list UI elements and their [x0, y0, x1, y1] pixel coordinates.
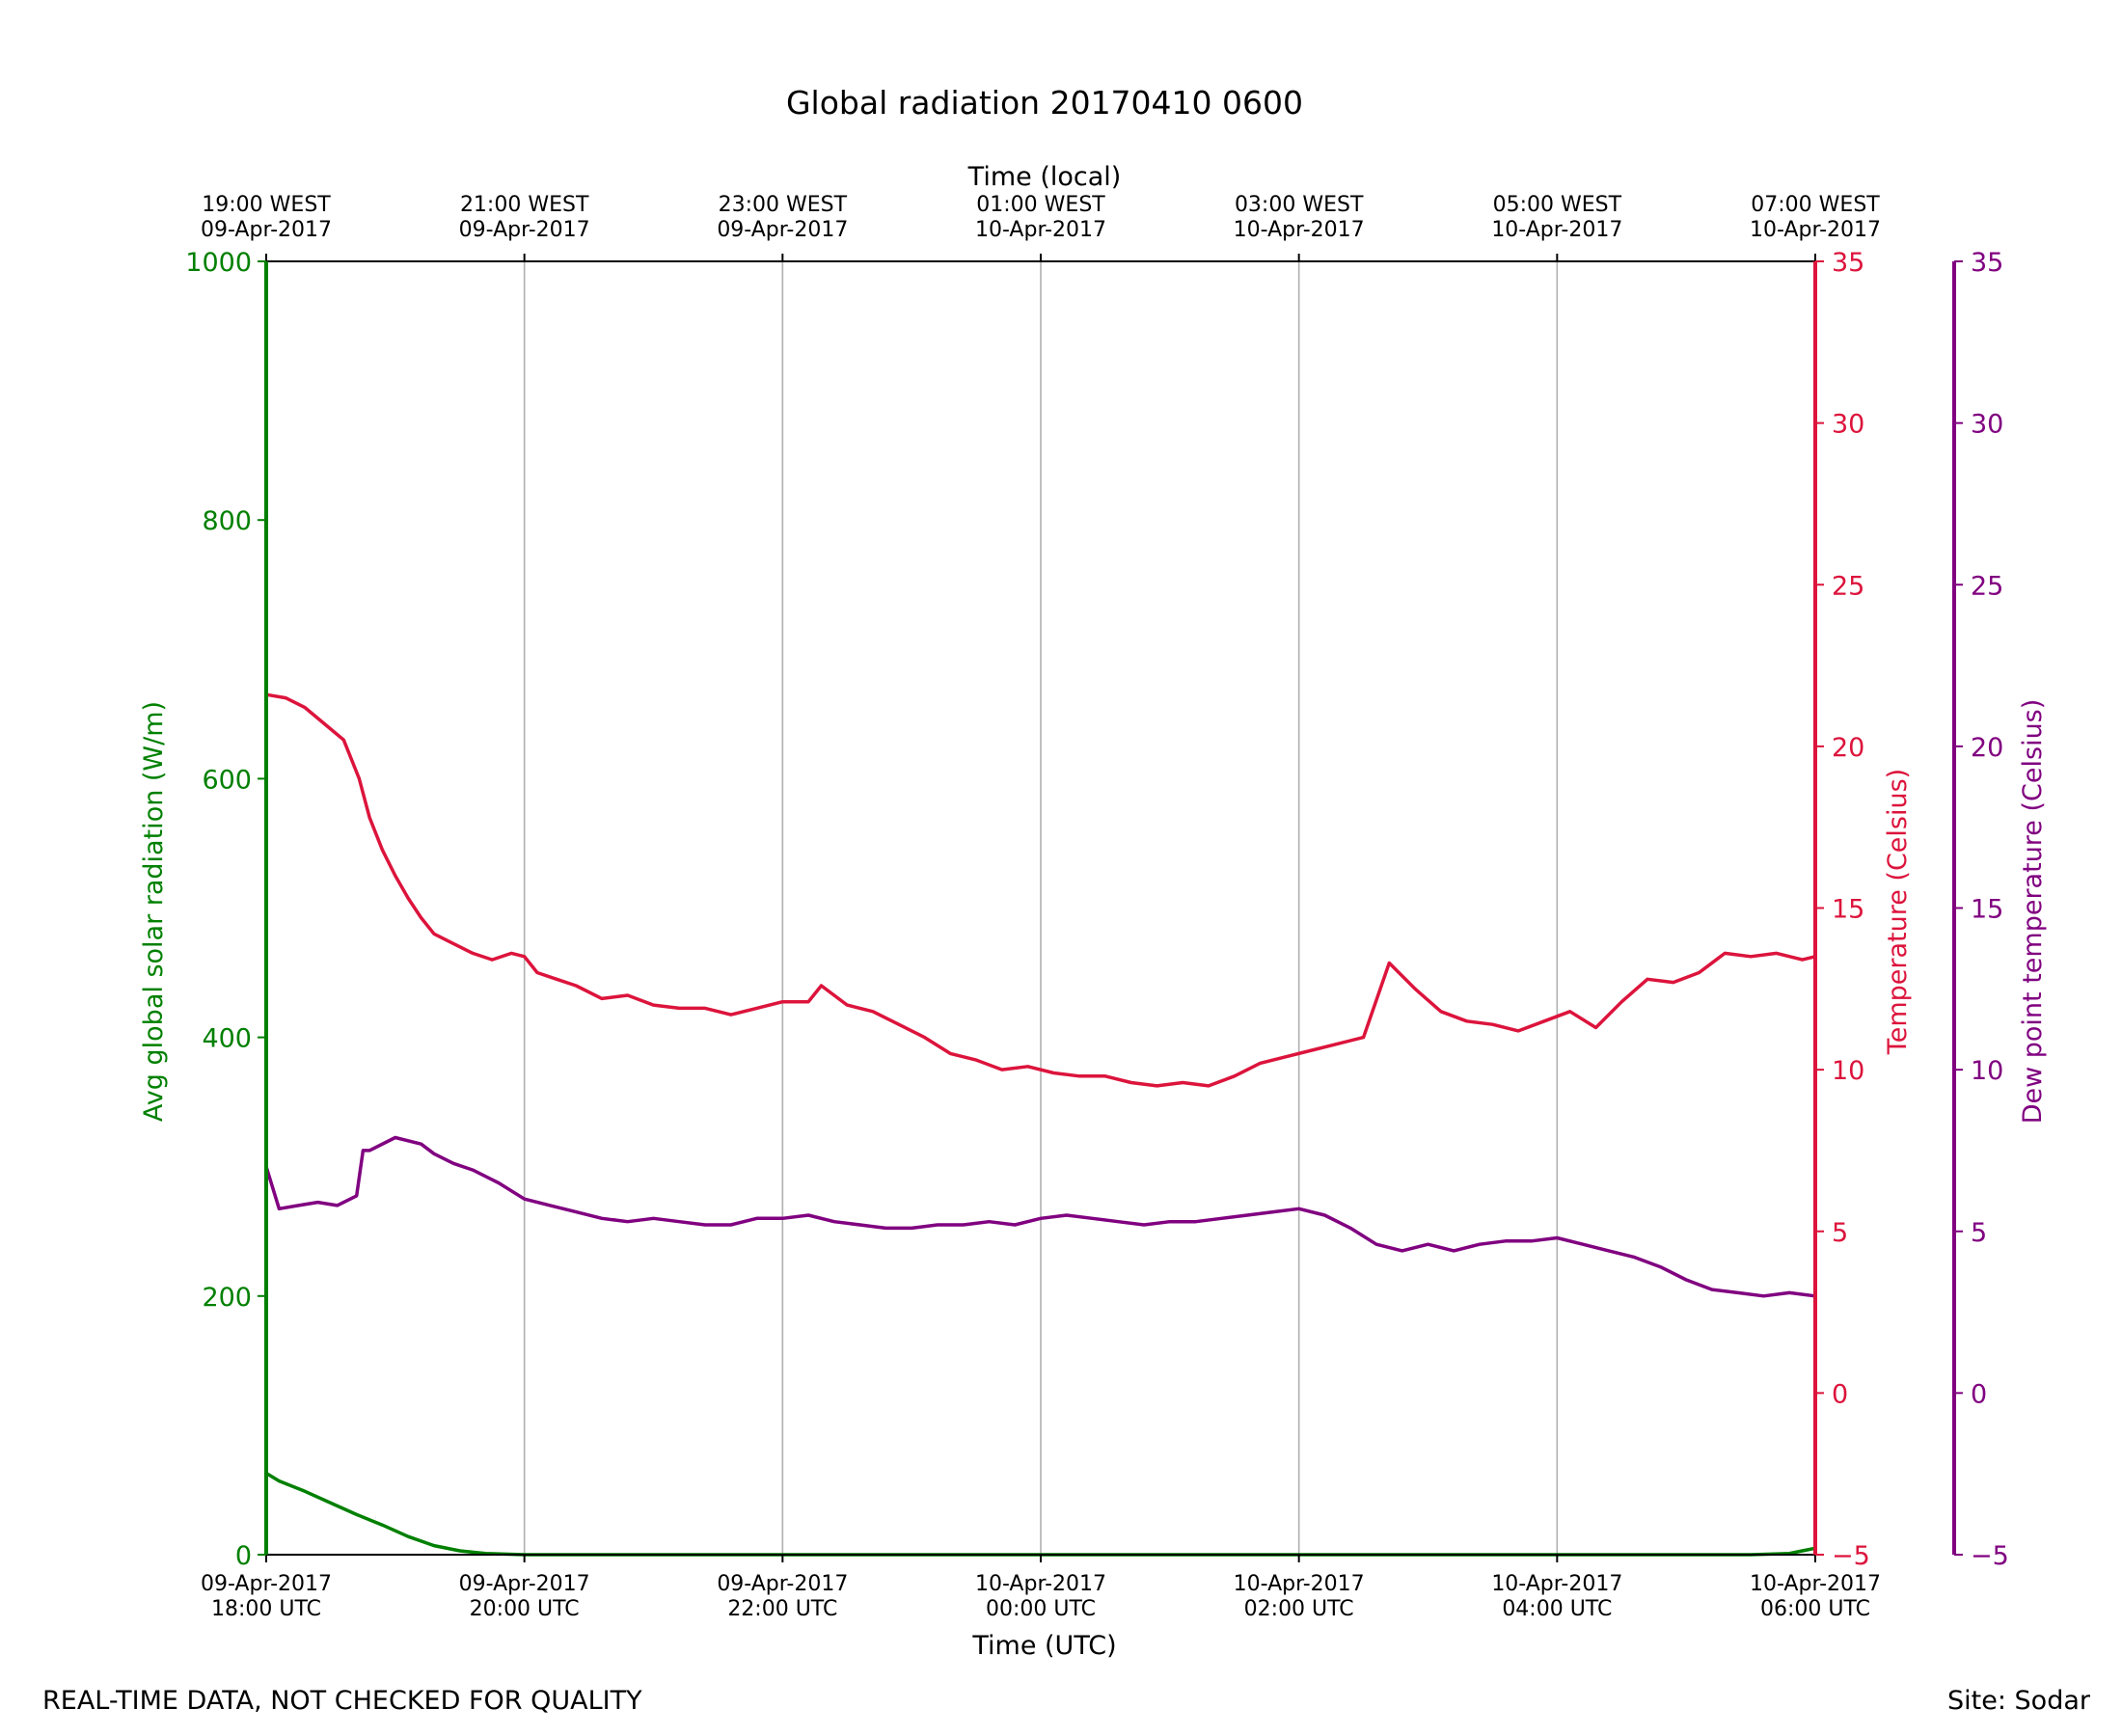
y-tick-label-temperature: −5 [1832, 1541, 1870, 1571]
y-tick-label-left: 200 [202, 1283, 252, 1313]
x-tick-label-top: 01:00 WEST [976, 193, 1105, 217]
chart-title: Global radiation 20170410 0600 [786, 84, 1303, 122]
x-tick-label-bottom: 00:00 UTC [986, 1597, 1096, 1621]
y-tick-label-temperature: 0 [1832, 1379, 1848, 1409]
x-tick-label-top: 10-Apr-2017 [1491, 218, 1622, 242]
y-tick-label-dewpoint: 5 [1971, 1218, 1987, 1248]
y-tick-label-dewpoint: 0 [1971, 1379, 1987, 1409]
x-tick-label-top: 23:00 WEST [719, 193, 848, 217]
right-axis-label-temperature: Temperature (Celsius) [1883, 769, 1913, 1055]
x-tick-label-bottom: 18:00 UTC [211, 1597, 321, 1621]
y-tick-label-temperature: 5 [1832, 1218, 1848, 1248]
y-tick-label-dewpoint: 25 [1971, 571, 2003, 601]
y-tick-label-dewpoint: 30 [1971, 410, 2003, 440]
y-tick-label-temperature: 25 [1832, 571, 1864, 601]
x-tick-label-top: 07:00 WEST [1751, 193, 1880, 217]
x-tick-label-bottom: 10-Apr-2017 [1234, 1572, 1365, 1596]
y-tick-label-temperature: 35 [1832, 248, 1864, 278]
x-tick-label-bottom: 04:00 UTC [1502, 1597, 1612, 1621]
y-tick-label-temperature: 10 [1832, 1056, 1864, 1086]
x-tick-label-top: 09-Apr-2017 [717, 218, 848, 242]
x-tick-label-bottom: 22:00 UTC [727, 1597, 837, 1621]
quality-note: REAL-TIME DATA, NOT CHECKED FOR QUALITY [42, 1686, 642, 1716]
x-tick-label-bottom: 02:00 UTC [1244, 1597, 1354, 1621]
x-tick-label-bottom: 09-Apr-2017 [201, 1572, 332, 1596]
x-tick-label-top: 09-Apr-2017 [201, 218, 332, 242]
x-tick-label-top: 19:00 WEST [202, 193, 331, 217]
x-tick-label-top: 21:00 WEST [460, 193, 589, 217]
x-tick-label-top: 03:00 WEST [1235, 193, 1364, 217]
y-tick-label-left: 0 [235, 1541, 252, 1571]
x-tick-label-bottom: 10-Apr-2017 [1750, 1572, 1881, 1596]
x-tick-label-top: 10-Apr-2017 [1750, 218, 1881, 242]
x-tick-label-top: 10-Apr-2017 [1234, 218, 1365, 242]
x-tick-label-bottom: 06:00 UTC [1760, 1597, 1870, 1621]
x-tick-label-top: 05:00 WEST [1493, 193, 1622, 217]
y-tick-label-dewpoint: 20 [1971, 733, 2003, 763]
x-tick-label-top: 09-Apr-2017 [459, 218, 590, 242]
y-tick-label-left: 600 [202, 765, 252, 795]
right-axis-label-dewpoint: Dew point temperature (Celsius) [2018, 699, 2048, 1125]
y-tick-label-left: 400 [202, 1024, 252, 1054]
y-tick-label-temperature: 20 [1832, 733, 1864, 763]
x-tick-label-bottom: 10-Apr-2017 [1491, 1572, 1622, 1596]
y-tick-label-dewpoint: 35 [1971, 248, 2003, 278]
series-line-right1 [265, 692, 1816, 1088]
x-tick-label-bottom: 09-Apr-2017 [459, 1572, 590, 1596]
site-label: Site: Sodar [1947, 1686, 2090, 1716]
y-tick-label-dewpoint: −5 [1971, 1541, 2009, 1571]
x-tick-label-bottom: 10-Apr-2017 [975, 1572, 1106, 1596]
left-axis-label: Avg global solar radiation (W/m) [139, 701, 169, 1122]
y-tick-label-dewpoint: 15 [1971, 895, 2003, 925]
y-tick-label-left: 800 [202, 506, 252, 536]
y-tick-label-dewpoint: 10 [1971, 1056, 2003, 1086]
y-tick-label-temperature: 30 [1832, 410, 1864, 440]
x-tick-label-bottom: 09-Apr-2017 [717, 1572, 848, 1596]
bottom-axis-label: Time (UTC) [971, 1631, 1116, 1661]
top-axis-label: Time (local) [967, 162, 1122, 192]
x-tick-label-bottom: 20:00 UTC [470, 1597, 580, 1621]
y-tick-label-left: 1000 [185, 248, 252, 278]
y-tick-label-temperature: 15 [1832, 895, 1864, 925]
series-line-right2 [264, 1135, 1816, 1298]
x-tick-label-top: 10-Apr-2017 [975, 218, 1106, 242]
